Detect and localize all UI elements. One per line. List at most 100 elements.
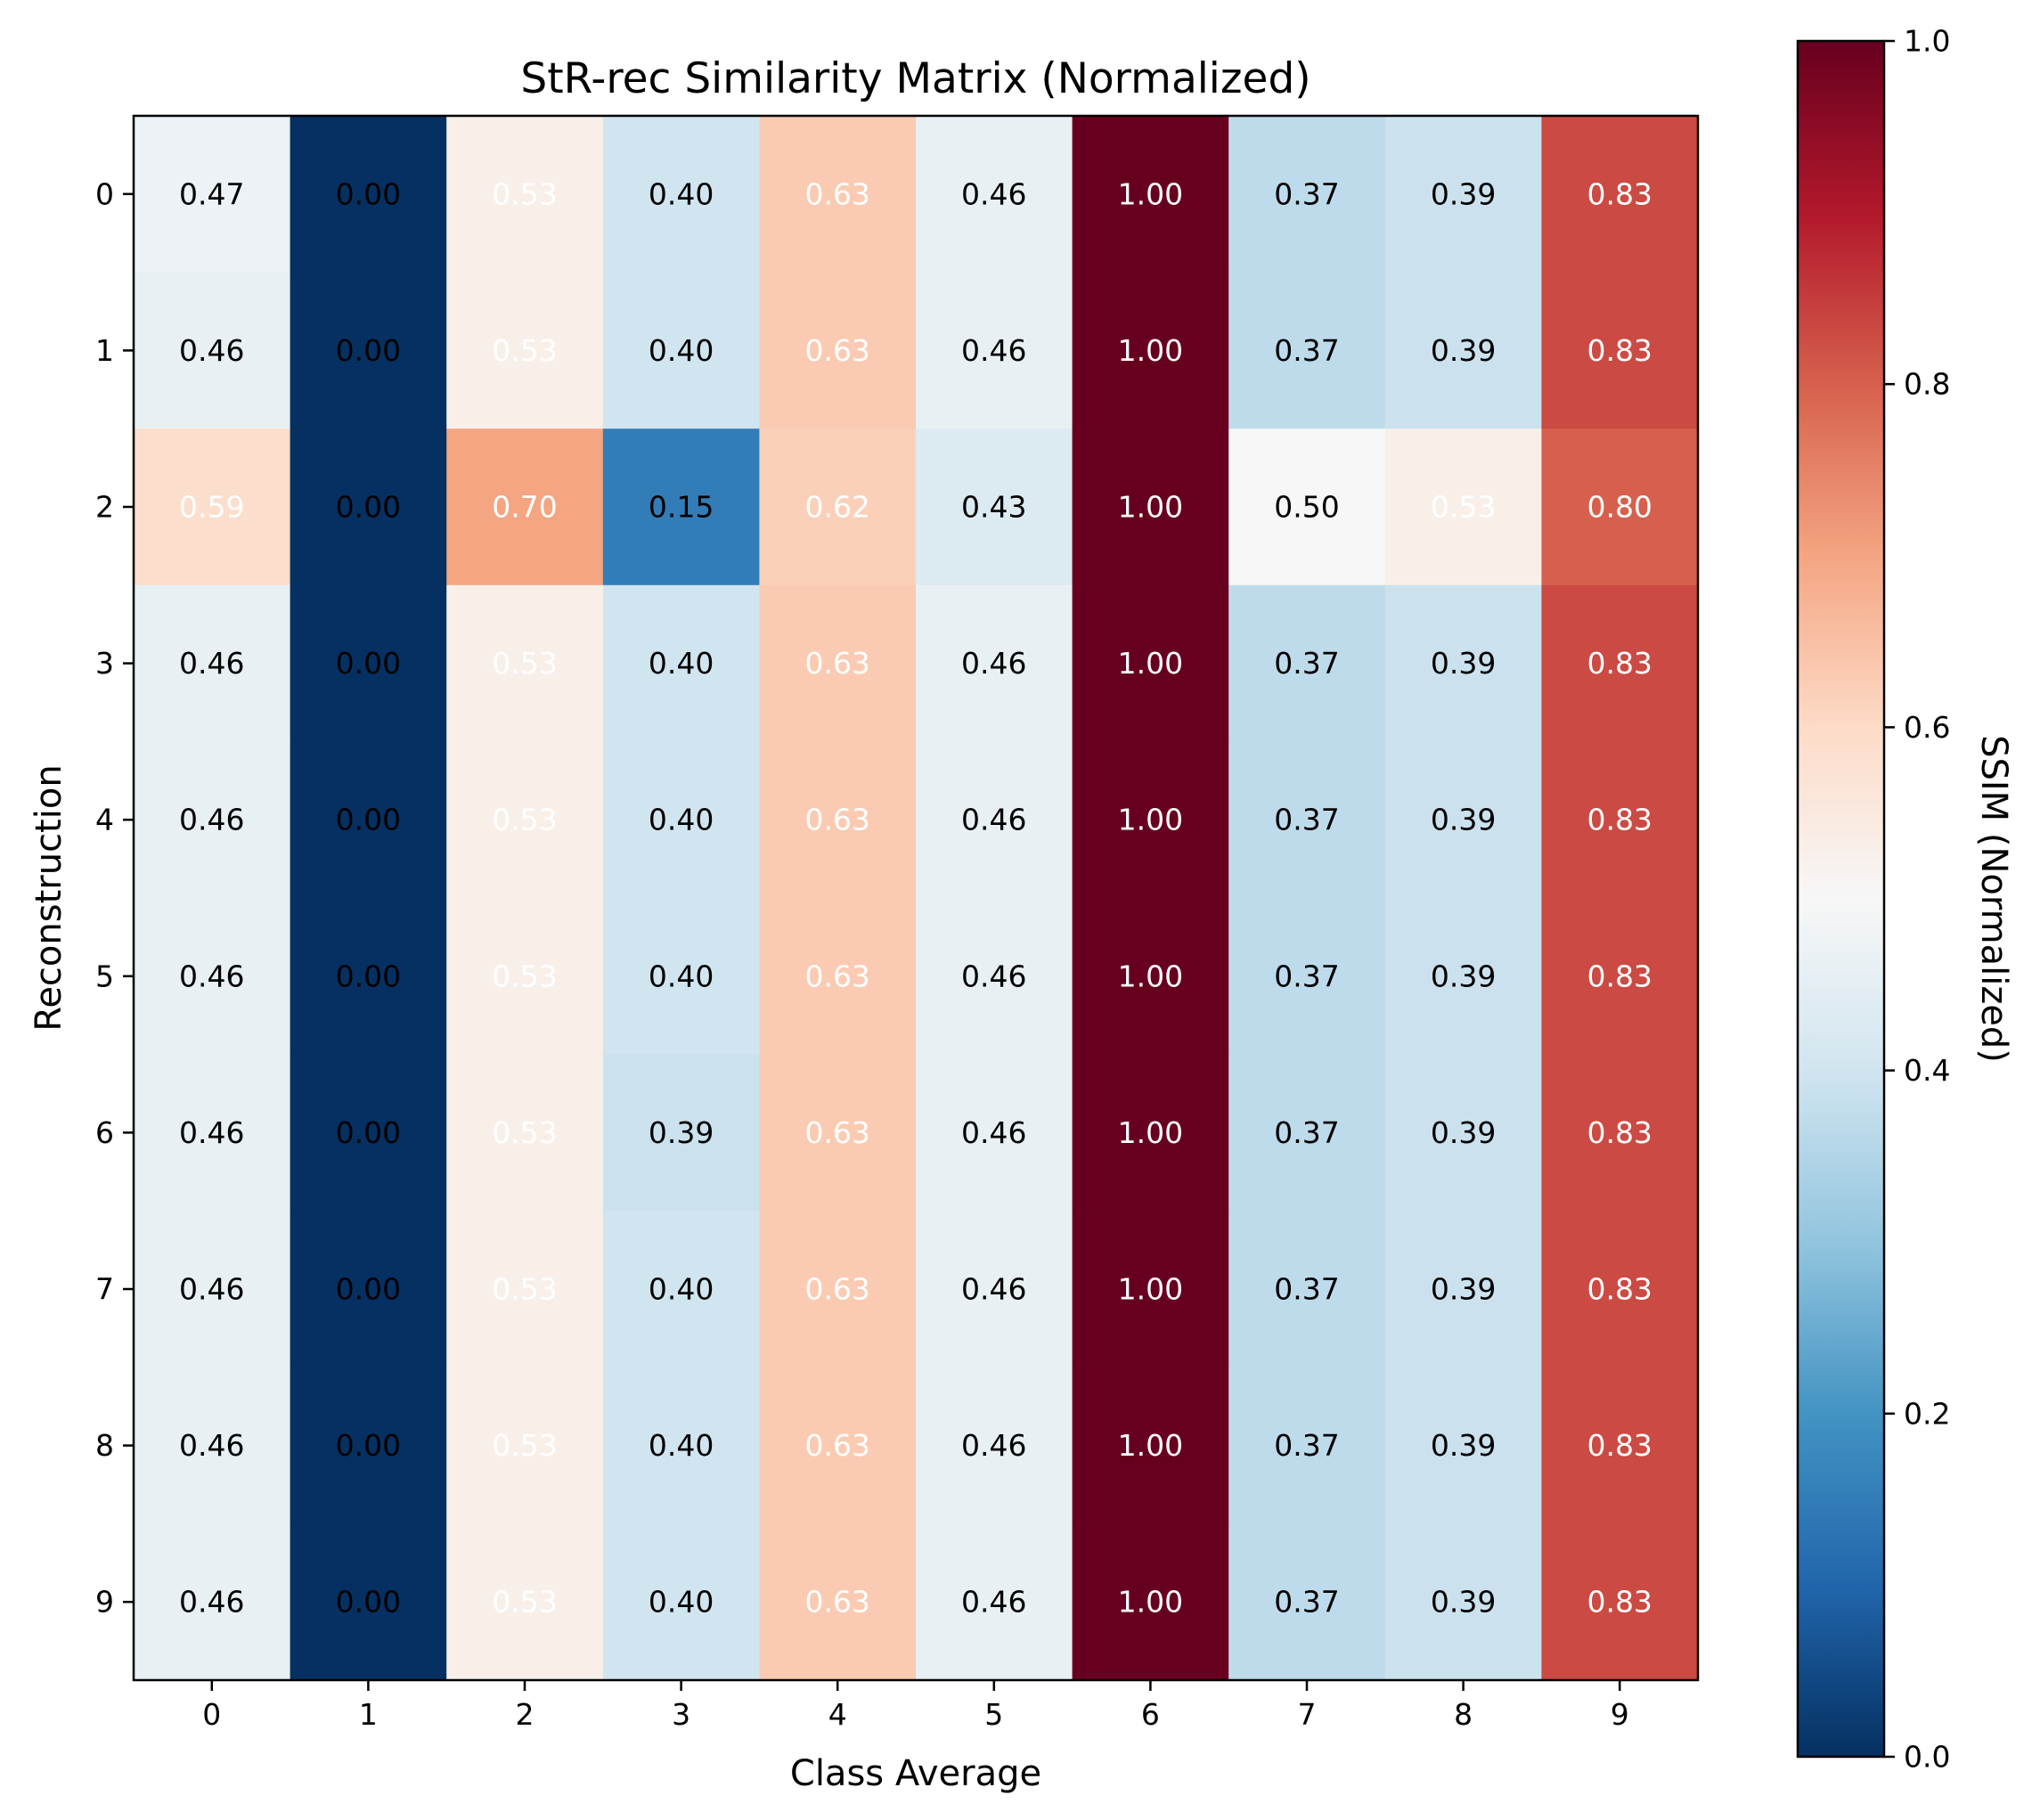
colorbar-tick-label: 0.0: [1904, 1740, 1950, 1775]
heatmap-cell: [759, 428, 917, 586]
heatmap-cell: [290, 1523, 447, 1681]
x-axis-title: Class Average: [790, 1753, 1041, 1794]
heatmap-cell: [1541, 1367, 1699, 1524]
heatmap-cell: [759, 741, 917, 899]
heatmap-cell: [759, 116, 917, 273]
heatmap-cell: [1228, 116, 1386, 273]
cell-value-label: 0.40: [649, 176, 714, 211]
cell-value-label: 0.83: [1587, 803, 1652, 837]
heatmap-cell: [446, 1367, 604, 1524]
cell-value-label: 0.37: [1274, 959, 1339, 993]
cell-value-label: 0.63: [804, 1115, 869, 1150]
cell-value-label: 0.46: [961, 1272, 1026, 1307]
heatmap-cell: [134, 116, 291, 273]
cell-value-label: 0.00: [336, 959, 401, 993]
cell-value-label: 0.39: [1431, 333, 1496, 368]
heatmap-cell: [1228, 584, 1386, 742]
heatmap-cell: [1384, 272, 1542, 429]
cell-value-label: 0.83: [1587, 1428, 1652, 1463]
heatmap-cell: [446, 272, 604, 429]
heatmap-cell: [446, 1054, 604, 1212]
cell-value-label: 0.63: [804, 1428, 869, 1463]
cell-value-label: 0.63: [804, 1272, 869, 1307]
cell-value-label: 1.00: [1118, 1585, 1183, 1620]
heatmap-cell: [759, 1523, 917, 1681]
cell-value-label: 0.46: [961, 959, 1026, 993]
cell-value-label: 0.53: [492, 176, 557, 211]
y-tick-label: 0: [95, 176, 114, 211]
chart-title: StR-rec Similarity Matrix (Normalized): [520, 54, 1310, 103]
heatmap-cell: [1072, 272, 1229, 429]
x-tick-label: 6: [1141, 1697, 1160, 1732]
y-tick-label: 2: [95, 490, 114, 525]
heatmap-cell: [1228, 1054, 1386, 1212]
cell-value-label: 0.53: [1431, 490, 1496, 525]
heatmap-cell: [1228, 1523, 1386, 1681]
heatmap-cell: [446, 1523, 604, 1681]
cell-value-label: 0.83: [1587, 959, 1652, 993]
heatmap-cell: [759, 584, 917, 742]
heatmap-cell: [1384, 741, 1542, 899]
cell-value-label: 0.15: [649, 490, 714, 525]
heatmap-cell: [290, 1367, 447, 1524]
cell-value-label: 0.46: [961, 646, 1026, 681]
cell-value-label: 0.46: [961, 1585, 1026, 1620]
heatmap-cell: [1541, 741, 1699, 899]
heatmap-cell: [916, 1523, 1073, 1681]
heatmap-cell: [290, 1211, 447, 1368]
cell-value-label: 0.46: [179, 646, 244, 681]
heatmap-cell: [290, 584, 447, 742]
heatmap-cell: [1072, 1054, 1229, 1212]
heatmap-cell: [1384, 1523, 1542, 1681]
heatmap-cell: [1541, 1054, 1699, 1212]
heatmap-cell: [290, 1054, 447, 1212]
heatmap-cell: [1228, 1367, 1386, 1524]
heatmap-cell: [1072, 584, 1229, 742]
heatmap-cell: [759, 1211, 917, 1368]
cell-value-label: 0.00: [336, 1272, 401, 1307]
heatmap-cell: [602, 898, 760, 1056]
heatmap-cell: [290, 898, 447, 1056]
cell-value-label: 0.46: [179, 1585, 244, 1620]
colorbar-tick-label: 1.0: [1904, 24, 1950, 59]
cell-value-label: 1.00: [1118, 176, 1183, 211]
cell-value-label: 0.37: [1274, 1585, 1339, 1620]
heatmap-cell: [446, 584, 604, 742]
heatmap-cell: [1384, 1367, 1542, 1524]
y-axis-ticks: 0 1 2 3 4 5 6 7 8 9: [95, 176, 134, 1620]
heatmap-cells: [134, 116, 1699, 1681]
cell-value-label: 0.39: [1431, 1272, 1496, 1307]
heatmap-cell: [602, 1523, 760, 1681]
y-tick-label: 4: [95, 803, 114, 837]
heatmap-cell: [602, 1054, 760, 1212]
cell-value-label: 0.46: [961, 1115, 1026, 1150]
cell-value-label: 0.83: [1587, 1272, 1652, 1307]
cell-value-label: 0.83: [1587, 1115, 1652, 1150]
heatmap-cell: [602, 741, 760, 899]
cell-value-label: 0.39: [649, 1115, 714, 1150]
y-tick-label: 1: [95, 333, 114, 368]
cell-value-label: 0.43: [961, 490, 1026, 525]
cell-value-label: 1.00: [1118, 646, 1183, 681]
heatmap-cell: [916, 1367, 1073, 1524]
cell-value-label: 0.39: [1431, 646, 1496, 681]
heatmap-cell: [1072, 428, 1229, 586]
cell-value-label: 0.47: [179, 176, 244, 211]
heatmap-cell: [290, 428, 447, 586]
cell-value-label: 0.37: [1274, 1428, 1339, 1463]
heatmap-cell: [602, 1367, 760, 1524]
plot-frame: [132, 114, 1700, 1682]
cell-value-label: 0.00: [336, 490, 401, 525]
cell-value-label: 0.63: [804, 959, 869, 993]
cell-value-label: 0.53: [492, 1115, 557, 1150]
cell-value-label: 0.46: [961, 1428, 1026, 1463]
heatmap-cell: [916, 898, 1073, 1056]
heatmap-cell: [134, 584, 291, 742]
cell-value-label: 0.83: [1587, 646, 1652, 681]
cell-value-label: 1.00: [1118, 1115, 1183, 1150]
heatmap-cell: [446, 898, 604, 1056]
heatmap-cell: [916, 272, 1073, 429]
cell-value-label: 0.63: [804, 333, 869, 368]
colorbar-tick-label: 0.4: [1904, 1053, 1950, 1088]
